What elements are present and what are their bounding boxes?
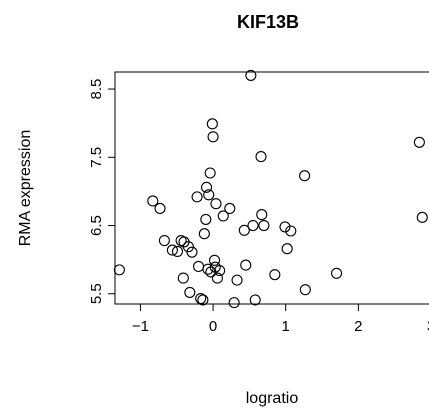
data-point (258, 219, 270, 232)
data-point (184, 286, 196, 298)
data-point (245, 69, 257, 81)
data-point (191, 191, 203, 203)
data-point (200, 213, 212, 225)
data-point (211, 272, 223, 284)
data-point (210, 198, 222, 210)
data-point (147, 195, 159, 207)
data-point (285, 225, 297, 237)
data-point (177, 272, 189, 284)
data-point (198, 228, 210, 240)
data-point (171, 245, 184, 258)
data-point (224, 202, 236, 215)
data-point (166, 244, 178, 256)
data-point (269, 269, 281, 281)
x-tick-label: −1 (132, 318, 149, 335)
data-point (228, 297, 240, 309)
data-point (206, 118, 218, 130)
x-tick-label: 1 (282, 318, 290, 335)
y-tick-label: 8.5 (88, 79, 105, 100)
data-point (255, 151, 267, 163)
data-point (202, 263, 214, 275)
data-point (247, 219, 259, 232)
data-point (217, 210, 229, 222)
plot-frame (114, 71, 429, 305)
data-point (200, 181, 213, 193)
data-point (413, 136, 425, 148)
y-tick-label: 7.5 (88, 147, 105, 168)
data-point (299, 284, 311, 296)
data-point (299, 170, 311, 182)
data-point (249, 294, 261, 306)
data-point (240, 259, 252, 271)
data-point (195, 292, 207, 305)
data-point (154, 202, 166, 215)
x-axis: −1 0 1 2 3 (132, 304, 429, 335)
data-point (238, 224, 250, 236)
x-tick-label: 0 (209, 318, 217, 335)
data-point (113, 264, 125, 276)
data-point (281, 243, 293, 255)
y-tick-label: 6.5 (88, 215, 105, 236)
data-point (256, 209, 268, 221)
data-point (231, 274, 243, 286)
y-axis-label: RMA expression (17, 130, 34, 247)
x-axis-label: logratio (246, 390, 299, 407)
data-point (182, 241, 194, 253)
data-point (331, 267, 343, 279)
data-point (158, 234, 170, 247)
data-point (186, 246, 198, 258)
data-point (279, 221, 291, 233)
data-point (214, 265, 226, 277)
data-points (113, 69, 428, 309)
data-point (207, 131, 219, 143)
data-point (192, 260, 205, 273)
data-point (208, 254, 221, 266)
data-point (203, 189, 215, 201)
x-tick-label: 2 (354, 318, 362, 335)
chart-title: KIF13B (237, 12, 299, 32)
y-axis: 5.5 6.5 7.5 8.5 (88, 79, 115, 304)
x-tick-label: 3 (427, 318, 429, 335)
data-point (416, 211, 428, 223)
y-tick-label: 5.5 (88, 283, 105, 304)
data-point (204, 167, 216, 179)
data-point (197, 294, 209, 306)
